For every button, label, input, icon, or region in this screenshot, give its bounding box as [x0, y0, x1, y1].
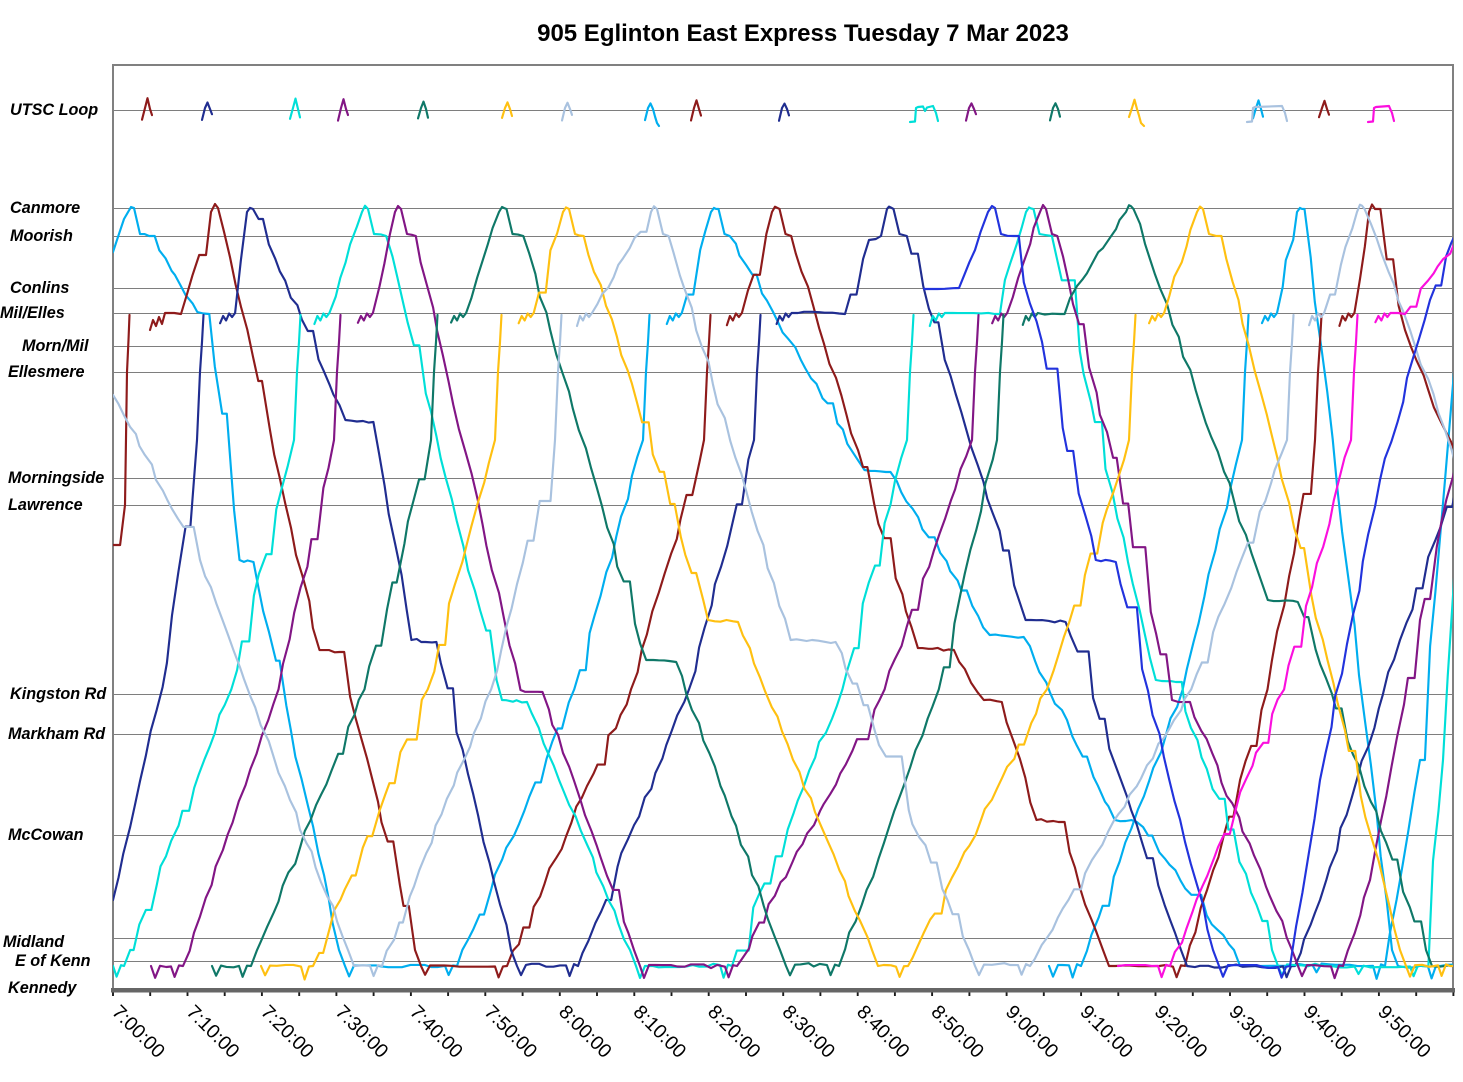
- svg-text:9:00:00: 9:00:00: [1001, 1001, 1063, 1063]
- svg-text:8:20:00: 8:20:00: [703, 1001, 765, 1063]
- svg-text:9:30:00: 9:30:00: [1224, 1001, 1286, 1063]
- svg-text:Kingston Rd: Kingston Rd: [10, 685, 107, 703]
- svg-text:Moorish: Moorish: [10, 227, 73, 245]
- svg-text:Midland: Midland: [3, 933, 65, 951]
- svg-text:Morn/Mil: Morn/Mil: [22, 337, 89, 355]
- svg-text:McCowan: McCowan: [8, 826, 84, 844]
- svg-text:E of Kenn: E of Kenn: [15, 952, 91, 970]
- svg-text:Conlins: Conlins: [10, 279, 69, 297]
- svg-text:9:20:00: 9:20:00: [1150, 1001, 1212, 1063]
- svg-text:9:50:00: 9:50:00: [1373, 1001, 1435, 1063]
- svg-text:8:30:00: 8:30:00: [778, 1001, 840, 1063]
- svg-text:7:00:00: 7:00:00: [107, 1001, 169, 1063]
- svg-text:7:10:00: 7:10:00: [182, 1001, 244, 1063]
- svg-text:7:50:00: 7:50:00: [480, 1001, 542, 1063]
- svg-text:7:20:00: 7:20:00: [256, 1001, 318, 1063]
- svg-text:7:40:00: 7:40:00: [405, 1001, 467, 1063]
- svg-text:Ellesmere: Ellesmere: [8, 363, 85, 381]
- svg-text:7:30:00: 7:30:00: [331, 1001, 393, 1063]
- svg-text:Morningside: Morningside: [8, 469, 104, 487]
- svg-text:UTSC Loop: UTSC Loop: [10, 101, 98, 119]
- svg-text:905 Eglinton East Express Tues: 905 Eglinton East Express Tuesday 7 Mar …: [537, 20, 1069, 47]
- svg-text:Lawrence: Lawrence: [8, 496, 83, 514]
- svg-text:Mil/Elles: Mil/Elles: [0, 304, 65, 322]
- svg-text:Kennedy: Kennedy: [8, 979, 77, 997]
- svg-text:8:10:00: 8:10:00: [629, 1001, 691, 1063]
- svg-text:8:40:00: 8:40:00: [852, 1001, 914, 1063]
- svg-text:9:40:00: 9:40:00: [1299, 1001, 1361, 1063]
- svg-text:8:00:00: 8:00:00: [554, 1001, 616, 1063]
- svg-text:Markham Rd: Markham Rd: [8, 725, 106, 743]
- svg-text:Canmore: Canmore: [10, 199, 80, 217]
- svg-text:8:50:00: 8:50:00: [927, 1001, 989, 1063]
- svg-text:9:10:00: 9:10:00: [1076, 1001, 1138, 1063]
